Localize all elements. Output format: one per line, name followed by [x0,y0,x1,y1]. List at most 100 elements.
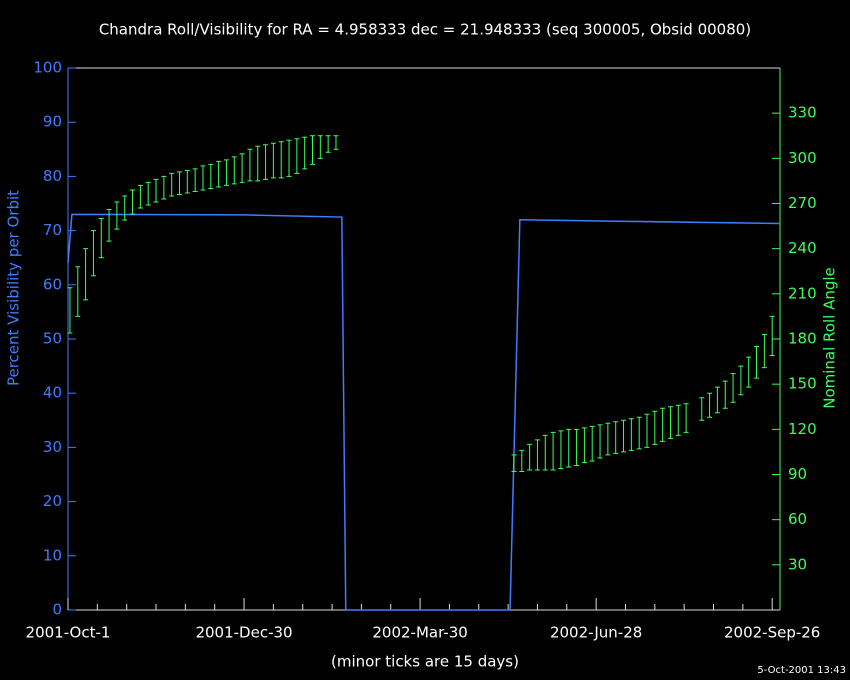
y2-tick-label: 90 [788,465,807,483]
y2-tick-label: 270 [788,194,817,212]
roll-range [527,443,533,471]
y-axis-label: Percent Visibility per Orbit [5,190,23,386]
x-tick-label: 2002-Sep-26 [724,624,820,642]
y2-tick-label: 30 [788,555,807,573]
roll-range [722,380,728,409]
roll-range [302,136,308,170]
roll-range [317,135,323,159]
y-tick-label: 30 [43,438,62,456]
roll-range [184,169,190,194]
y2-tick-label: 120 [788,420,817,438]
roll-range [239,153,245,183]
roll-range [730,373,736,403]
x-axis-label: (minor ticks are 15 days) [331,653,519,671]
y2-tick-label: 300 [788,149,817,167]
roll-range [310,135,316,165]
roll-range [90,230,96,277]
roll-range [683,403,689,433]
roll-range [574,428,580,466]
y-tick-label: 90 [43,113,62,131]
roll-range [605,422,611,456]
y-tick-label: 10 [43,546,62,564]
roll-range [675,404,681,436]
y2-tick-label: 240 [788,239,817,257]
roll-range [761,333,767,369]
y-tick-label: 80 [43,167,62,185]
roll-range [176,171,182,195]
roll-range [613,421,619,454]
roll-range [169,172,175,197]
x-tick-label: 2001-Oct-1 [26,624,111,642]
roll-range [558,430,564,469]
y2-tick-label: 60 [788,510,807,528]
roll-range [754,346,760,379]
y-tick-label: 60 [43,275,62,293]
roll-range [707,392,713,418]
roll-range [263,144,269,180]
roll-range [223,159,229,186]
roll-range [738,365,744,396]
y2-tick-label: 330 [788,104,817,122]
roll-range [621,419,627,453]
y-tick-label: 70 [43,221,62,239]
roll-range [98,218,104,259]
roll-range [231,156,237,185]
roll-range [145,181,151,206]
roll-range [278,141,284,179]
roll-range [114,201,120,230]
roll-range [255,145,261,182]
roll-range [699,397,705,421]
x-tick-label: 2001-Dec-30 [195,624,292,642]
y-tick-label: 50 [43,330,62,348]
visibility-line [67,213,781,611]
roll-range [746,356,752,388]
y-tick-label: 20 [43,492,62,510]
chart-title: Chandra Roll/Visibility for RA = 4.95833… [99,21,751,39]
roll-range [192,168,198,192]
roll-range [208,163,214,189]
roll-range [286,139,292,177]
roll-range [333,135,339,150]
y2-axis-label: Nominal Roll Angle [821,267,839,409]
y2-tick-label: 210 [788,284,817,302]
roll-range [294,138,300,174]
timestamp: 5-Oct-2001 13:43 [757,665,846,676]
roll-range [534,439,540,471]
roll-range [589,425,595,462]
roll-range [511,454,517,472]
roll-range [153,178,159,203]
roll-range [667,406,673,439]
roll-range [628,418,634,451]
roll-range [597,424,603,459]
y2-tick-label: 150 [788,375,817,393]
roll-range [67,287,73,334]
roll-range [137,184,143,209]
roll-range [550,431,556,471]
y-tick-label: 0 [52,601,62,619]
roll-range [75,266,81,317]
roll-range [161,175,167,200]
roll-range [519,449,525,472]
x-tick-label: 2002-Jun-28 [550,624,642,642]
roll-range [566,428,572,468]
roll-range [542,434,548,471]
roll-range [652,410,658,445]
x-tick-label: 2002-Mar-30 [372,624,467,642]
roll-range [200,165,206,191]
roll-range [122,195,128,221]
roll-range [130,189,136,215]
roll-range [83,248,89,301]
roll-range [644,413,650,448]
y-tick-label: 40 [43,384,62,402]
y-tick-label: 100 [33,59,62,77]
y2-tick-label: 180 [788,330,817,348]
roll-range [660,407,666,442]
roll-range [636,416,642,450]
roll-range [325,135,331,153]
roll-range [247,148,253,182]
roll-range [106,209,112,242]
roll-range [216,160,222,188]
roll-range [714,386,720,414]
roll-range [581,427,587,463]
